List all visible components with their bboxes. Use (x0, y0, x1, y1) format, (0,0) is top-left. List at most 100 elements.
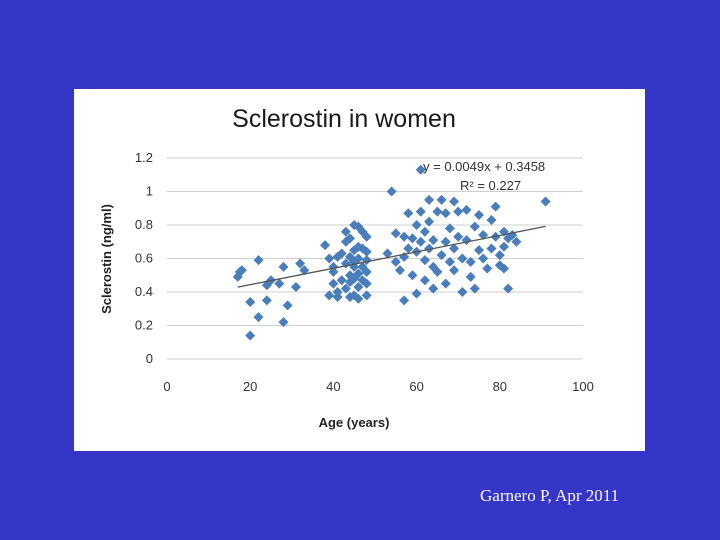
data-point (324, 253, 335, 264)
data-point (432, 206, 443, 217)
data-point (386, 186, 397, 197)
data-point (424, 216, 435, 227)
data-point (403, 243, 414, 254)
data-point (474, 245, 484, 256)
trendline (237, 225, 546, 288)
chart-panel: Sclerostin in women 0 20 40 60 80 100 0 0.2 0.4… (74, 89, 645, 451)
data-point (449, 265, 460, 276)
data-point (407, 233, 418, 244)
x-tick-label: 60 (409, 379, 423, 394)
data-point (399, 231, 410, 242)
data-point (453, 231, 464, 242)
data-point (253, 255, 264, 266)
data-point (440, 236, 451, 247)
data-point (457, 287, 468, 297)
data-point (469, 221, 480, 232)
data-point (482, 263, 493, 274)
y-tick-label: 0 (146, 351, 153, 366)
data-point (461, 204, 472, 215)
data-point (444, 256, 455, 267)
data-point (478, 253, 489, 264)
data-point (399, 295, 410, 306)
data-point (345, 251, 356, 262)
data-point (440, 278, 451, 289)
data-point (494, 260, 505, 271)
data-point (465, 271, 476, 282)
y-axis-label: Sclerostin (ng/ml) (99, 204, 114, 314)
source-credit: Garnero P, Apr 2011 (480, 486, 620, 505)
data-point (361, 266, 372, 277)
data-point (390, 256, 401, 267)
data-point (345, 233, 356, 244)
data-point (245, 330, 256, 341)
data-point (498, 241, 509, 252)
data-point (340, 226, 351, 237)
y-tick-labels: 0 0.2 0.4 0.6 0.8 1 1.2 (135, 150, 153, 366)
data-point (295, 258, 306, 269)
x-tick-label: 80 (493, 379, 507, 394)
data-point (299, 265, 310, 276)
data-point (390, 228, 401, 239)
data-point (444, 223, 455, 234)
data-point (320, 240, 331, 251)
x-tick-label: 20 (243, 379, 257, 394)
data-point (424, 194, 435, 205)
data-point (486, 214, 497, 225)
data-point (465, 256, 476, 267)
data-point (336, 275, 347, 286)
scatter-chart: Sclerostin in women 0 20 40 60 80 100 0 0.2 0.4… (99, 105, 594, 430)
data-point (261, 280, 272, 291)
data-point (436, 194, 447, 205)
chart-title: Sclerostin in women (232, 105, 456, 133)
data-point (353, 268, 364, 279)
data-point (361, 290, 372, 301)
data-point (261, 295, 272, 306)
data-point (469, 283, 480, 294)
data-point (353, 293, 364, 304)
data-point (449, 243, 460, 254)
data-point (278, 261, 289, 272)
data-point (324, 290, 335, 301)
data-point (232, 271, 243, 282)
data-point (394, 265, 405, 276)
x-tick-label: 40 (326, 379, 340, 394)
data-point (415, 206, 426, 217)
y-tick-label: 0.8 (135, 217, 153, 232)
data-point (336, 248, 347, 259)
data-point (407, 270, 418, 281)
data-point (353, 281, 364, 292)
r-squared-label: R² = 0.227 (460, 178, 521, 193)
y-tick-label: 1.2 (135, 150, 153, 165)
x-axis-label: Age (years) (319, 415, 390, 430)
data-point (403, 208, 414, 219)
data-point (498, 263, 509, 274)
data-point (424, 243, 435, 254)
data-point (361, 231, 372, 242)
trend-equation: y = 0.0049x + 0.3458 (423, 159, 545, 174)
data-point (361, 278, 372, 289)
data-point (474, 209, 484, 220)
data-point (436, 250, 447, 261)
data-point (411, 220, 422, 230)
data-point (428, 283, 439, 294)
data-point (382, 248, 393, 259)
data-point (511, 236, 522, 247)
data-point (332, 287, 343, 297)
data-point (486, 243, 497, 254)
x-tick-labels: 0 20 40 60 80 100 (163, 379, 593, 394)
data-point (440, 208, 451, 219)
data-point (253, 312, 264, 323)
data-point (415, 164, 426, 175)
y-tick-label: 0.4 (135, 284, 153, 299)
data-point (507, 230, 518, 241)
data-point (503, 283, 514, 294)
y-tick-label: 0.2 (135, 318, 153, 333)
data-point (282, 300, 293, 311)
data-point (432, 266, 443, 277)
y-tick-label: 1 (146, 184, 153, 199)
data-point (419, 275, 430, 286)
x-tick-label: 0 (163, 379, 170, 394)
data-point (419, 255, 430, 266)
data-point (449, 196, 460, 207)
data-point (328, 278, 339, 289)
